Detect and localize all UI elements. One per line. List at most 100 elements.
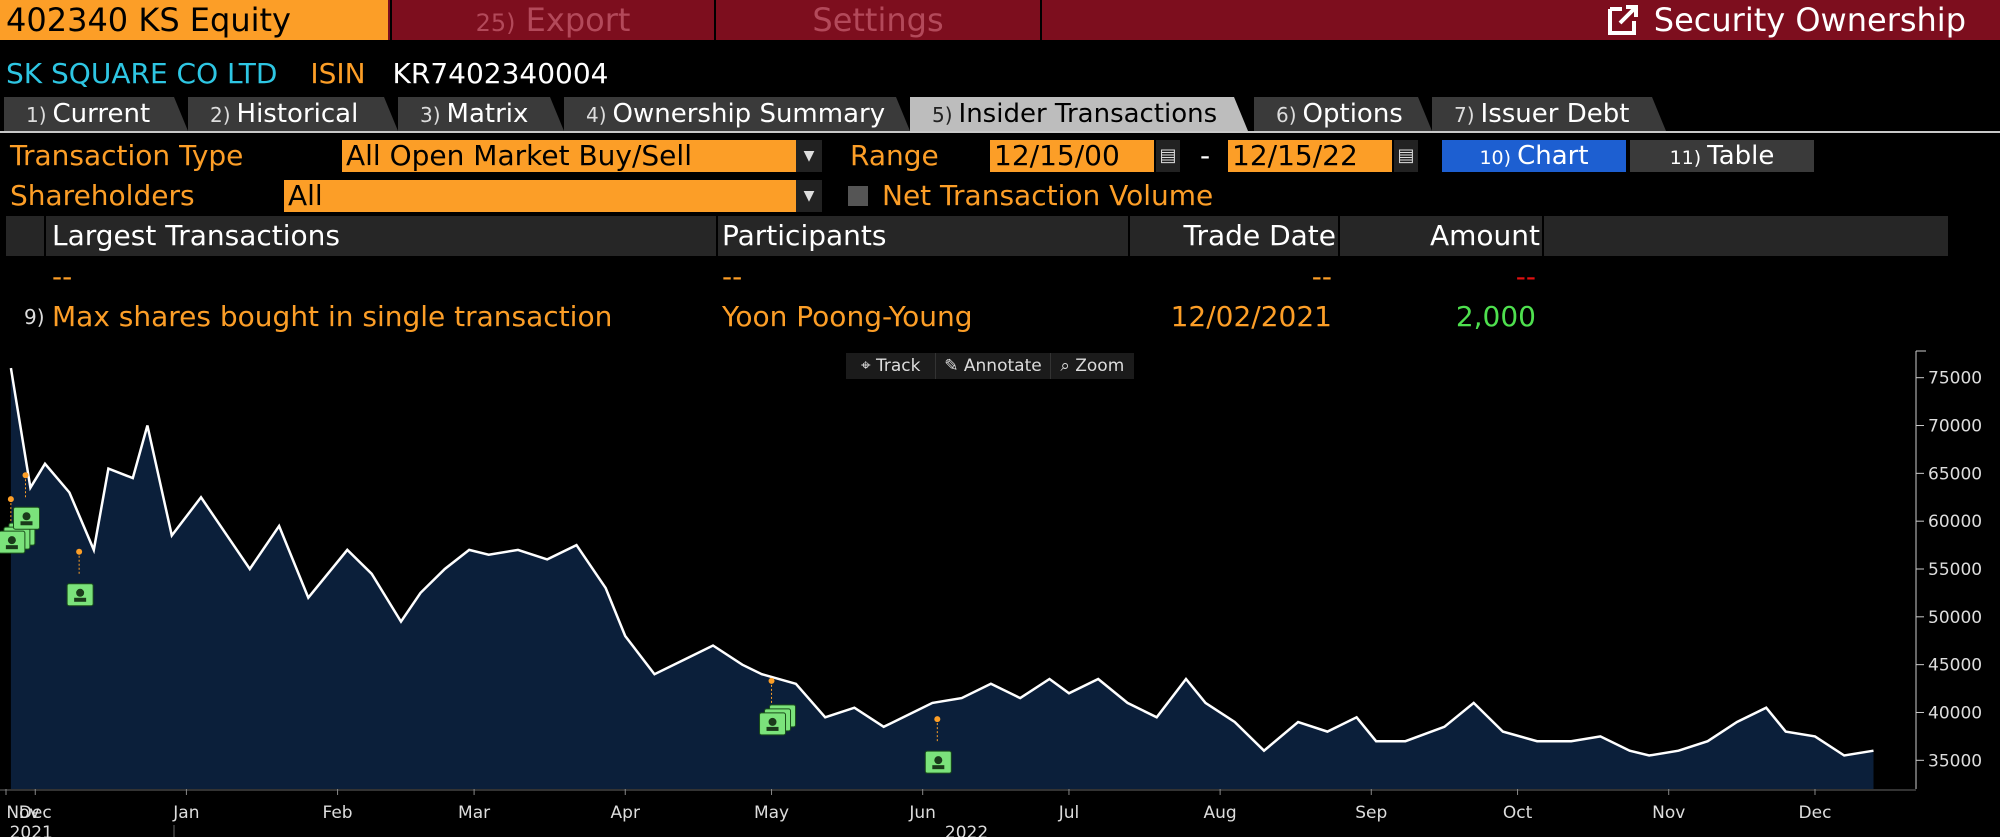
shareholders-select[interactable]: All — [284, 180, 796, 212]
person-icon — [74, 597, 87, 602]
crosshair-icon: ⌖ — [860, 356, 871, 376]
chart-view-button[interactable]: 10) Chart — [1442, 140, 1626, 172]
x-tick-label: May — [754, 803, 789, 823]
person-icon — [76, 588, 85, 597]
track-button[interactable]: ⌖ Track — [846, 353, 935, 379]
export-button[interactable]: 25) Export — [390, 0, 714, 40]
col-divider — [1128, 216, 1130, 256]
page-title: Security Ownership — [1606, 0, 1966, 40]
chart-label: Chart — [1517, 141, 1589, 171]
col-divider — [1542, 216, 1544, 256]
tab-historical[interactable]: 2) Historical — [188, 97, 398, 131]
calendar-icon[interactable]: ▤ — [1156, 140, 1180, 172]
security-name: SK SQUARE CO LTD — [6, 57, 278, 90]
range-label: Range — [850, 139, 939, 172]
tab-ownership-summary[interactable]: 4) Ownership Summary — [564, 97, 910, 131]
zoom-label: Zoom — [1075, 356, 1125, 376]
shareholders-label: Shareholders — [10, 179, 195, 212]
x-tick-label: Jan — [172, 803, 199, 823]
tab-bar: 1) Current 2) Historical 3) Matrix 4) Owners… — [0, 97, 2000, 133]
y-tick-label: 50000 — [1928, 608, 1982, 628]
tab-label: Insider Transactions — [958, 99, 1218, 129]
col-participants[interactable]: Participants — [722, 219, 887, 252]
row-date: -- — [1311, 260, 1332, 293]
tab-num: 7) — [1454, 103, 1475, 127]
net-volume-label: Net Transaction Volume — [882, 179, 1214, 212]
x-tick-label: Aug — [1204, 803, 1237, 823]
person-icon — [7, 536, 16, 545]
row-participant: -- — [722, 260, 743, 293]
x-tick-label: Nov — [1652, 803, 1685, 823]
chevron-down-icon[interactable]: ▼ — [796, 180, 822, 212]
range-separator: - — [1200, 139, 1211, 172]
row-amount: 2,000 — [1455, 300, 1536, 333]
external-link-icon[interactable] — [1606, 3, 1640, 37]
y-tick-label: 35000 — [1928, 751, 1982, 771]
tab-issuer-debt[interactable]: 7) Issuer Debt — [1432, 97, 1666, 131]
col-divider — [1338, 216, 1340, 256]
person-icon — [766, 726, 779, 731]
marker-dot — [76, 548, 83, 555]
calendar-icon[interactable]: ▤ — [1394, 140, 1418, 172]
pencil-icon: ✎ — [944, 356, 959, 376]
x-tick-label: Jul — [1058, 803, 1080, 823]
x-tick-label: Feb — [323, 803, 353, 823]
isin-label: ISIN — [310, 57, 366, 90]
price-chart[interactable]: 35000 40000 45000 50000 55000 60000 65000 70000… — [0, 349, 2000, 837]
marker-dot — [7, 496, 14, 503]
col-divider — [44, 216, 46, 256]
row-participant: Yoon Poong-Young — [722, 300, 973, 333]
magnifier-icon: ⌕ — [1060, 356, 1070, 376]
annotate-button[interactable]: ✎ Annotate — [935, 353, 1049, 379]
person-icon — [22, 512, 31, 521]
transaction-marker — [13, 472, 41, 530]
price-area — [10, 368, 1874, 789]
y-tick-label: 60000 — [1928, 512, 1982, 532]
tab-current[interactable]: 1) Current — [4, 97, 188, 131]
tab-num: 1) — [26, 103, 47, 127]
x-tick-label: Dec — [1799, 803, 1832, 823]
x-tick-label: Sep — [1355, 803, 1387, 823]
col-largest-transactions[interactable]: Largest Transactions — [52, 219, 341, 252]
y-tick-label: 65000 — [1928, 464, 1982, 484]
table-view-button[interactable]: 11) Table — [1630, 140, 1814, 172]
chevron-down-icon[interactable]: ▼ — [796, 140, 822, 172]
tab-num: 2) — [210, 103, 231, 127]
tab-label: Ownership Summary — [612, 99, 886, 129]
row-desc: -- — [52, 260, 73, 293]
x-tick-label: Nov — [6, 803, 39, 823]
tab-insider-transactions[interactable]: 5) Insider Transactions — [910, 97, 1248, 131]
tab-label: Options — [1302, 99, 1403, 129]
topbar-divider — [1040, 0, 1042, 40]
tab-matrix[interactable]: 3) Matrix — [398, 97, 564, 131]
y-tick-label: 55000 — [1928, 560, 1982, 580]
transaction-type-select[interactable]: All Open Market Buy/Sell — [342, 140, 796, 172]
marker-dot — [934, 716, 941, 723]
table-header: Largest Transactions Participants Trade … — [6, 216, 1948, 256]
net-volume-checkbox[interactable] — [848, 186, 868, 206]
row-desc: Max shares bought in single transaction — [52, 300, 613, 333]
tab-num: 3) — [420, 103, 441, 127]
marker-dot — [22, 472, 29, 479]
person-icon — [5, 545, 18, 550]
x-year-label: 2021 — [10, 823, 53, 837]
settings-button[interactable]: Settings — [714, 0, 1040, 40]
x-tick-label: Dec — [19, 803, 52, 823]
col-trade-date[interactable]: Trade Date — [1183, 219, 1336, 252]
table-label: Table — [1707, 141, 1775, 171]
tab-options[interactable]: 6) Options — [1254, 97, 1432, 131]
chart-toolbar: ⌖ Track ✎ Annotate ⌕ Zoom — [846, 353, 1134, 379]
ticker-field[interactable]: 402340 KS Equity — [0, 0, 388, 40]
row-date: 12/02/2021 — [1170, 300, 1332, 333]
page-title-text: Security Ownership — [1653, 1, 1966, 39]
annotate-label: Annotate — [963, 356, 1042, 376]
col-amount[interactable]: Amount — [1429, 219, 1540, 252]
range-start-field[interactable]: 12/15/00 — [990, 140, 1154, 172]
y-tick-label: 75000 — [1928, 369, 1982, 389]
tab-num: 4) — [586, 103, 607, 127]
range-end-field[interactable]: 12/15/22 — [1228, 140, 1392, 172]
settings-label: Settings — [812, 1, 944, 39]
row-amount: -- — [1515, 260, 1536, 293]
table-num: 11) — [1669, 147, 1702, 169]
zoom-button[interactable]: ⌕ Zoom — [1049, 353, 1134, 379]
